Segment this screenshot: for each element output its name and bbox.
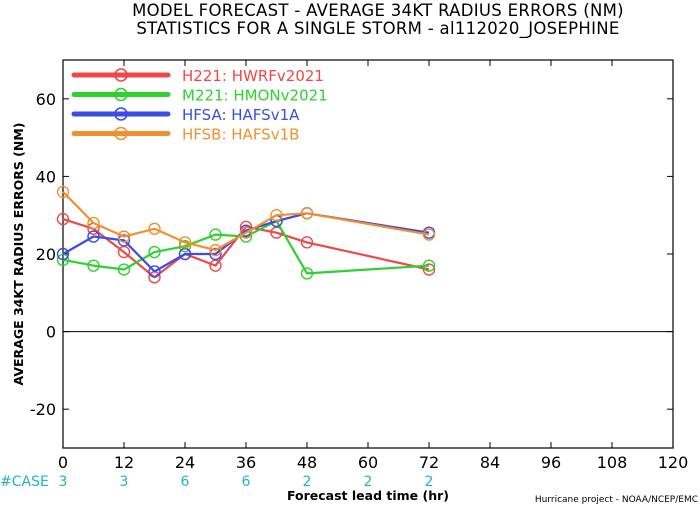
data-point [148,265,161,278]
series-line [62,218,430,279]
data-point [178,240,192,253]
x-tick-label: 0 [58,453,68,472]
case-row-label: #CASE [0,474,49,490]
legend-label: HFSB: HAFSv1B [182,126,299,144]
chart-title-line-2: STATISTICS FOR A SINGLE STORM - al112020… [136,19,619,39]
legend-swatch-marker [114,107,128,121]
data-point [117,230,131,243]
case-count: 3 [59,474,68,490]
y-tick-label: 0 [46,323,56,342]
data-point [422,259,436,272]
x-tick-label: 120 [658,453,689,472]
data-point [270,208,283,222]
case-count: 2 [364,474,373,490]
y-axis-title: AVERAGE 34KT RADIUS ERRORS (NM) [11,122,26,385]
y-tick-label: 40 [36,167,56,186]
data-point [178,236,192,249]
legend-entry: HFSA: HAFSv1A [71,106,300,124]
x-tick-label: 12 [114,453,134,472]
x-tick-label: 36 [236,453,256,472]
data-point [148,222,161,235]
data-point [209,247,222,261]
y-tick-label: -20 [30,400,56,419]
case-count: 3 [120,474,129,490]
data-point [117,234,131,247]
data-point [209,228,222,241]
legend-entry: H221: HWRFv2021 [71,67,324,85]
series-3 [56,185,436,257]
data-point [300,236,314,249]
case-count: 6 [242,474,251,490]
series-line [62,212,430,273]
legend-label: H221: HWRFv2021 [182,67,324,85]
x-tick-label: 108 [597,453,628,472]
legend-entry: HFSB: HAFSv1B [71,126,299,144]
y-tick-label: 60 [36,90,56,109]
data-point [87,216,100,230]
x-axis: 0 12 24 36 48 60 72 84 96 108 120 [58,60,688,472]
series-line [62,219,430,275]
data-point [87,259,100,272]
x-tick-label: 96 [541,453,561,472]
data-point [148,245,161,259]
legend-swatch-marker [114,87,128,102]
legend-label: M221: HMONv2021 [182,87,328,105]
credit-text: Hurricane project - NOAA/NCEP/EMC [535,495,698,505]
data-point [209,243,222,257]
data-point [56,253,70,267]
x-tick-label: 72 [419,453,439,472]
data-point [239,226,253,239]
y-tick-label: 20 [36,245,56,264]
case-count: 2 [303,474,312,490]
data-point [56,185,70,199]
x-axis-title: Forecast lead time (hr) [287,488,449,503]
x-tick-label: 48 [297,453,317,472]
x-tick-label: 84 [480,453,500,472]
data-point [56,212,70,226]
series-layer [56,185,436,284]
y-axis: -20 0 20 40 60 [30,90,673,419]
legend-swatch-marker [114,68,128,82]
data-point [300,267,314,280]
chart-title-line-1: MODEL FORECAST - AVERAGE 34KT RADIUS ERR… [132,1,624,20]
legend-swatch-marker [114,126,128,141]
case-count: 2 [425,474,434,490]
data-point [117,263,131,276]
plot-frame [62,59,674,449]
data-point [87,230,100,243]
x-tick-label: 24 [175,453,195,472]
series-1 [56,214,436,280]
data-point [422,263,436,276]
x-tick-label: 60 [358,453,378,472]
data-point [300,207,314,220]
case-counts: 3 3 6 6 2 2 2 [59,474,434,490]
data-point [422,228,436,241]
legend-entry: M221: HMONv2021 [71,87,328,105]
series-line [62,191,430,252]
data-point [56,247,70,261]
legend-label: HFSA: HAFSv1A [182,106,300,124]
case-count: 6 [181,474,190,490]
